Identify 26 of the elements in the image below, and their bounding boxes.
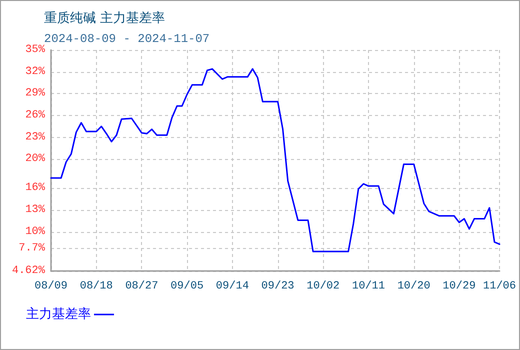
y-tick-label: 26% xyxy=(25,109,46,122)
y-tick-label: 23% xyxy=(25,131,46,144)
y-tick-label: 16% xyxy=(25,182,46,194)
chart-subtitle: 2024-08-09 - 2024-11-07 xyxy=(44,32,210,46)
chart-title: 重质纯碱 主力基差率 xyxy=(44,10,166,26)
x-tick-label: 10/20 xyxy=(397,280,430,292)
line-series xyxy=(50,68,500,252)
x-tick-label: 08/09 xyxy=(34,280,68,292)
x-tick-label: 11/06 xyxy=(482,280,516,292)
x-tick-label: 09/14 xyxy=(216,280,250,292)
x-tick-label: 08/18 xyxy=(80,280,113,292)
x-tick-label: 10/11 xyxy=(352,280,386,292)
y-tick-label: 7.7% xyxy=(18,242,46,255)
x-tick-label: 08/27 xyxy=(125,280,158,292)
y-tick-label: 29% xyxy=(25,88,46,100)
legend-label: 主力基差率 xyxy=(26,306,91,322)
y-tick-label: 4.62% xyxy=(12,265,46,277)
y-tick-label: 10% xyxy=(25,226,46,238)
y-tick-label: 20% xyxy=(25,153,46,166)
x-tick-label: 10/02 xyxy=(306,280,340,292)
y-tick-label: 32% xyxy=(25,66,46,78)
y-tick-label: 35% xyxy=(25,44,46,56)
x-tick-label: 09/23 xyxy=(261,280,294,292)
x-tick-label: 09/05 xyxy=(170,280,204,292)
y-tick-label: 13% xyxy=(25,204,46,216)
x-tick-label: 10/29 xyxy=(442,280,476,292)
